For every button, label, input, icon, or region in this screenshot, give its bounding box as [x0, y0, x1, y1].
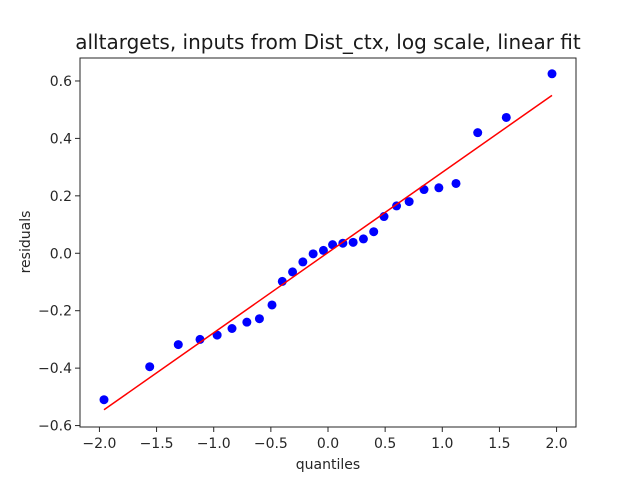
y-tick-label: 0.0: [50, 246, 72, 262]
data-point: [267, 300, 277, 310]
data-point: [434, 183, 444, 193]
y-axis-label: residuals: [18, 211, 34, 274]
data-point: [242, 317, 252, 327]
y-tick-label: 0.4: [50, 131, 72, 147]
data-point: [145, 362, 155, 372]
x-tick-label: −0.5: [254, 436, 288, 452]
data-point: [348, 237, 358, 247]
y-axis: −0.6 −0.4 −0.2 0.0 0.2 0.4 0.6: [38, 74, 80, 435]
data-point: [254, 314, 264, 324]
data-point: [308, 249, 318, 259]
x-axis: −2.0 −1.5 −1.0 −0.5 0.0 0.5 1.0 1.5 2.0: [82, 427, 568, 452]
x-tick-label: 2.0: [545, 436, 567, 452]
x-tick-label: 1.0: [431, 436, 453, 452]
data-point: [358, 234, 368, 244]
plot-area: [99, 69, 557, 411]
y-tick-label: −0.4: [38, 361, 72, 377]
chart-title: alltargets, inputs from Dist_ctx, log sc…: [75, 30, 581, 54]
data-point: [227, 324, 237, 334]
data-point: [501, 112, 511, 122]
y-tick-label: 0.2: [50, 189, 72, 205]
data-point: [547, 69, 557, 79]
data-point: [369, 227, 379, 237]
data-point: [298, 257, 308, 267]
x-tick-label: −1.5: [140, 436, 174, 452]
y-tick-label: −0.6: [38, 419, 72, 435]
data-point: [451, 178, 461, 188]
x-tick-label: 0.5: [374, 436, 396, 452]
data-point: [99, 395, 109, 405]
y-tick-label: −0.2: [38, 304, 72, 320]
data-point: [212, 330, 222, 340]
x-tick-label: 0.0: [317, 436, 339, 452]
x-tick-label: −2.0: [82, 436, 116, 452]
data-point: [404, 197, 414, 207]
x-tick-label: −1.0: [197, 436, 231, 452]
data-point: [473, 128, 483, 138]
y-tick-label: 0.6: [50, 74, 72, 90]
data-point: [419, 185, 429, 195]
data-point: [173, 340, 183, 350]
x-tick-label: 1.5: [488, 436, 510, 452]
fit-line: [103, 94, 553, 411]
data-point: [318, 245, 328, 255]
plot-frame: [79, 57, 577, 428]
data-point: [288, 267, 298, 277]
x-axis-label: quantiles: [296, 457, 360, 473]
